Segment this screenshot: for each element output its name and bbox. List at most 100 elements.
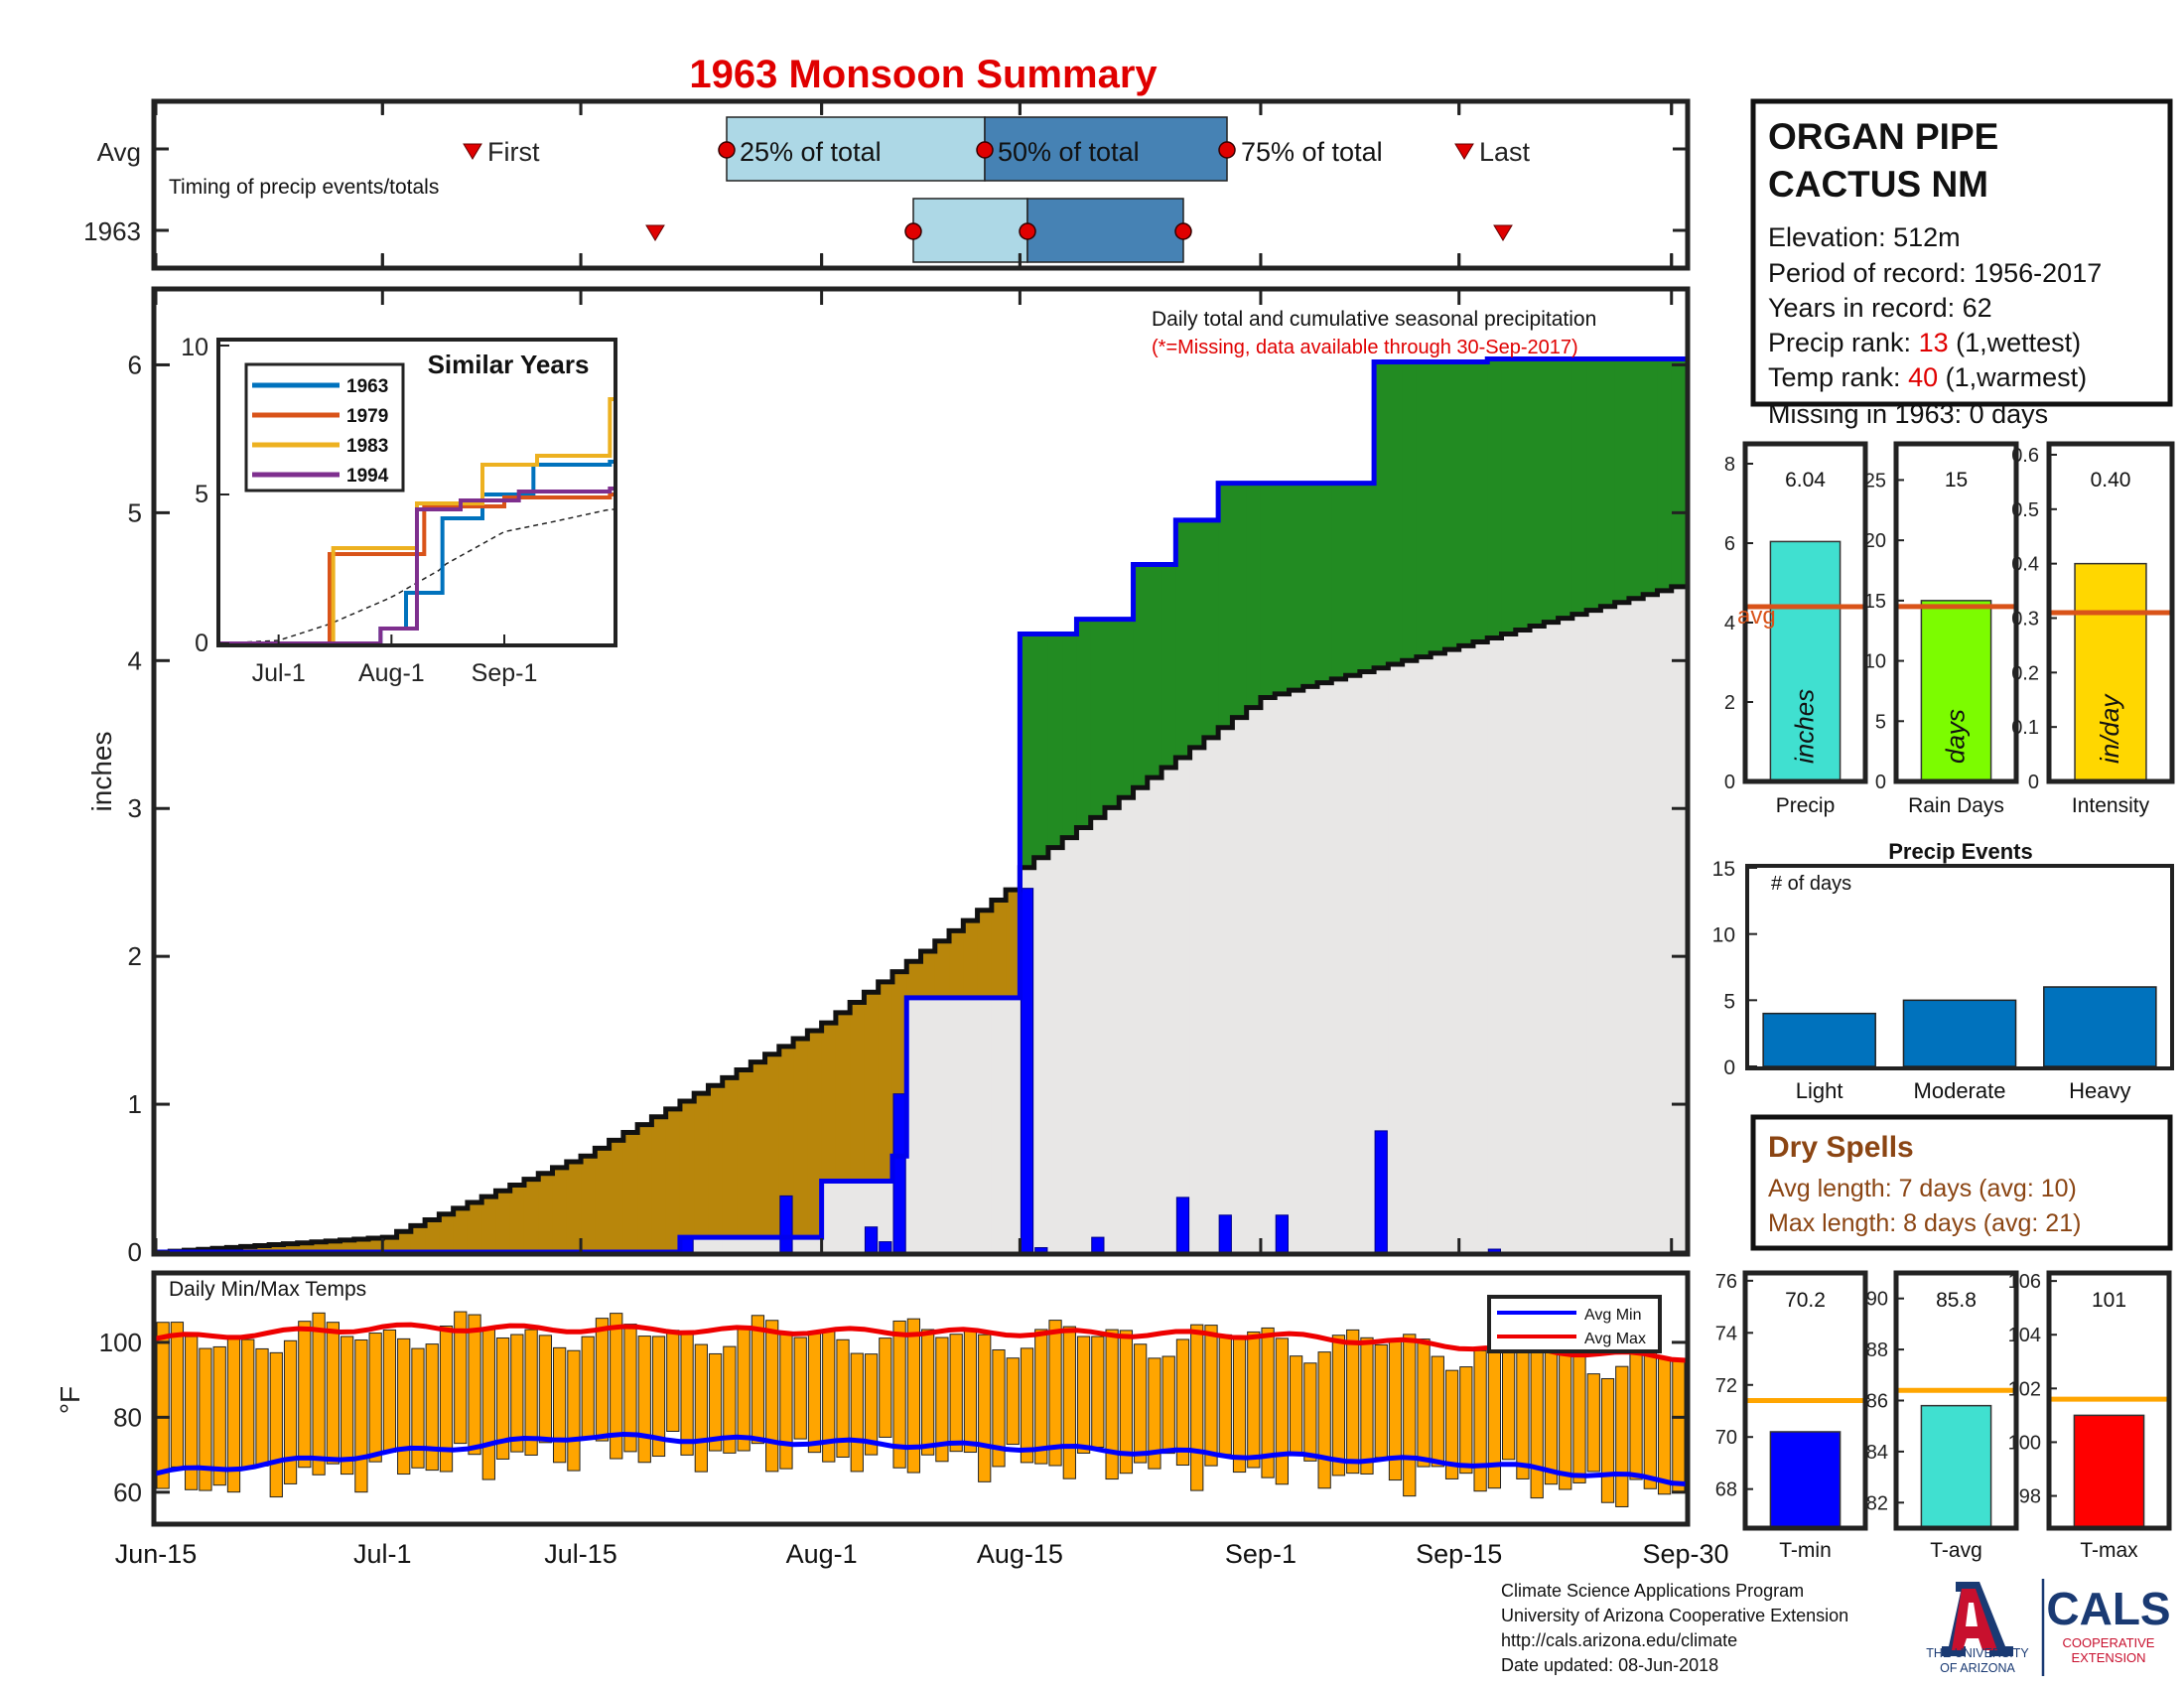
intensity-summary-value: 0.40 bbox=[2091, 469, 2131, 492]
daily-temp-bar bbox=[1275, 1337, 1289, 1485]
daily-precip-bar bbox=[1275, 1214, 1289, 1253]
daily-temp-bar bbox=[921, 1329, 935, 1456]
daily-precip-bar bbox=[1020, 888, 1034, 1253]
below-average-fill bbox=[949, 930, 964, 998]
inset-axes: 0 5 10 Jul-1 Aug-1 Sep-1 bbox=[181, 334, 537, 687]
tmax-summary: 101 98 100 102 104 106 T-max bbox=[2008, 1270, 2172, 1562]
tmin-summary: 70.2 68 70 72 74 76 T-min bbox=[1715, 1270, 1868, 1562]
rain-days-summary-frame bbox=[1893, 441, 2019, 784]
temp-rank-note: (1,warmest) bbox=[1938, 362, 2087, 392]
inset-y-label: 5 bbox=[195, 481, 208, 508]
daily-temp-bar bbox=[1232, 1337, 1247, 1474]
below-curves-fill bbox=[1275, 693, 1290, 1252]
below-average-fill bbox=[1006, 890, 1021, 998]
below-average-fill bbox=[963, 920, 979, 998]
below-curves-fill bbox=[1558, 618, 1573, 1252]
timing-first-label: First bbox=[487, 137, 540, 167]
daily-temp-bar bbox=[1615, 1365, 1629, 1507]
intensity-summary-label: Intensity bbox=[2072, 794, 2150, 817]
daily-temp-bar bbox=[1360, 1336, 1374, 1475]
below-average-fill bbox=[835, 1012, 851, 1182]
daily-temp-bar bbox=[1289, 1355, 1303, 1455]
rain-days-summary-unit: days bbox=[1941, 709, 1971, 764]
date-label: Jul-15 bbox=[544, 1539, 617, 1569]
temps-legend: Avg Min Avg Max bbox=[1487, 1295, 1662, 1353]
daily-temp-bar bbox=[1544, 1342, 1559, 1485]
precip-note-2: (*=Missing, data available through 30-Se… bbox=[1152, 337, 1578, 358]
above-average-fill bbox=[1614, 358, 1630, 603]
below-curves-fill bbox=[850, 1181, 865, 1252]
below-curves-fill bbox=[1628, 598, 1644, 1252]
daily-temp-bar bbox=[368, 1333, 382, 1463]
below-curves-fill bbox=[1203, 737, 1219, 1252]
above-average-fill bbox=[1260, 483, 1276, 698]
daily-temp-bar bbox=[326, 1322, 340, 1465]
rain-days-summary-tick-label: 20 bbox=[1864, 530, 1886, 552]
daily-temp-bar bbox=[992, 1348, 1006, 1468]
daily-precip-bar bbox=[779, 1195, 793, 1253]
intensity-summary-tick-label: 0.6 bbox=[2011, 445, 2039, 467]
daily-temp-bar bbox=[1020, 1347, 1034, 1464]
daily-temp-bar bbox=[269, 1351, 283, 1498]
below-curves-fill bbox=[963, 997, 979, 1252]
below-curves-fill bbox=[1515, 630, 1531, 1252]
below-curves-fill bbox=[1444, 649, 1460, 1252]
below-average-fill bbox=[708, 1085, 724, 1238]
above-average-fill bbox=[1487, 358, 1503, 638]
below-curves-fill bbox=[1218, 727, 1233, 1252]
year-box-50-75 bbox=[1026, 198, 1184, 263]
event-bar-heavy bbox=[2043, 986, 2157, 1067]
daily-temp-bar bbox=[1303, 1362, 1317, 1462]
dry-spells-box: Dry Spells Avg length: 7 days (avg: 10) … bbox=[1750, 1114, 2173, 1251]
daily-temp-bar bbox=[737, 1327, 751, 1452]
daily-temp-bar bbox=[651, 1336, 666, 1458]
above-average-fill bbox=[1515, 358, 1531, 631]
daily-temp-bar bbox=[241, 1338, 255, 1469]
below-curves-fill bbox=[1586, 610, 1601, 1252]
daily-temp-bar bbox=[1105, 1329, 1119, 1480]
precip-summary-tick-label: 4 bbox=[1724, 613, 1735, 634]
tmax-summary-frame bbox=[2046, 1270, 2172, 1531]
dry-spells-max: Max length: 8 days (avg: 21) bbox=[1768, 1209, 2081, 1237]
below-average-fill bbox=[368, 1238, 383, 1252]
below-average-fill bbox=[751, 1061, 766, 1238]
daily-temp-bar bbox=[1317, 1351, 1331, 1489]
below-curves-fill bbox=[934, 997, 950, 1252]
daily-temp-bar bbox=[708, 1352, 723, 1452]
below-average-fill bbox=[793, 1038, 808, 1238]
daily-temp-bar bbox=[666, 1330, 680, 1432]
tavg-summary-tick-label: 86 bbox=[1866, 1391, 1888, 1413]
daily-temp-bar bbox=[312, 1312, 326, 1476]
precip-summary-tick-label: 8 bbox=[1724, 454, 1735, 476]
date-label: Jun-15 bbox=[115, 1539, 198, 1569]
inset-frame bbox=[216, 338, 617, 647]
date-label: Sep-15 bbox=[1416, 1539, 1502, 1569]
temps-legend-box bbox=[1487, 1295, 1662, 1353]
year-p75-marker bbox=[1174, 222, 1192, 240]
below-curves-fill bbox=[1374, 667, 1389, 1252]
below-average-fill bbox=[439, 1213, 455, 1252]
below-average-fill bbox=[481, 1196, 496, 1252]
year-p50-marker bbox=[1019, 222, 1036, 240]
below-curves-fill bbox=[920, 997, 936, 1252]
above-average-fill bbox=[1472, 361, 1488, 642]
below-average-fill bbox=[665, 1108, 681, 1252]
daily-temp-bar bbox=[1657, 1357, 1672, 1495]
below-average-fill bbox=[495, 1191, 511, 1252]
station-elevation: Elevation: 512m bbox=[1768, 222, 1961, 252]
daily-temp-bar bbox=[1672, 1360, 1686, 1494]
avg-box-25-50 bbox=[726, 116, 986, 182]
dry-spells-frame bbox=[1750, 1114, 2173, 1251]
daily-temp-bar bbox=[779, 1332, 793, 1470]
precip-summary-avg-label: avg bbox=[1737, 603, 1776, 630]
intensity-summary: 0.40 in/day 0 0.1 0.2 0.3 0.4 0.5 0.6 Intensity bbox=[2011, 441, 2175, 817]
precip-chart: 0 1 2 3 4 5 6 inches Daily total and cumulativ… bbox=[86, 101, 1691, 1524]
daily-temp-bar bbox=[1331, 1335, 1346, 1477]
precip-events-chart: Precip Events 0 5 10 15 Light Moderate Heavy #… bbox=[1712, 839, 2174, 1103]
precip-summary-frame bbox=[1742, 441, 1868, 784]
daily-temp-bar bbox=[978, 1334, 992, 1482]
station-name-2: CACTUS NM bbox=[1768, 164, 1988, 205]
daily-temp-bar bbox=[481, 1329, 495, 1480]
events-x-label: Heavy bbox=[2069, 1078, 2130, 1103]
above-average-fill bbox=[1062, 633, 1077, 838]
